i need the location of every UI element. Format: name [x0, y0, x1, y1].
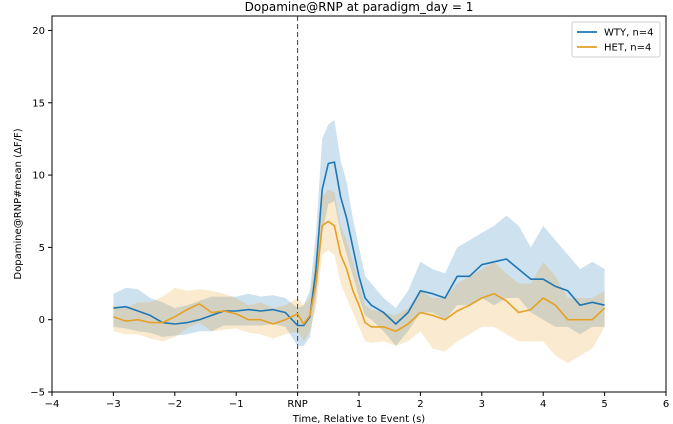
ci-band-1: [113, 189, 605, 364]
y-tick-label: 20: [32, 26, 45, 37]
y-tick-label: −5: [30, 388, 45, 399]
series-lines: [113, 161, 606, 333]
y-axis-ticks: −5 0 5 10 15 20: [30, 26, 52, 399]
legend: WTY, n=4 HET, n=4: [571, 21, 661, 58]
series-line-1: [113, 220, 606, 333]
y-tick-label: 5: [39, 243, 45, 254]
chart-title: Dopamine@RNP at paradigm_day = 1: [245, 0, 474, 14]
x-tick-label: 1: [356, 399, 362, 410]
x-axis-ticks: −4 −3 −2 −1 RNP 1 2 3 4 5 6: [45, 392, 669, 410]
x-tick-label: 5: [601, 399, 607, 410]
ci-band-0: [113, 120, 605, 346]
x-tick-label: −1: [229, 399, 244, 410]
series-line-0: [113, 161, 605, 327]
x-tick-label: −4: [45, 399, 60, 410]
x-tick-label: 3: [479, 399, 485, 410]
x-tick-label: RNP: [287, 399, 307, 410]
y-tick-label: 0: [39, 315, 45, 326]
x-tick-label: −3: [106, 399, 121, 410]
x-tick-label: 2: [417, 399, 423, 410]
legend-label-0: WTY, n=4: [604, 28, 654, 39]
legend-label-1: HET, n=4: [604, 43, 651, 54]
y-tick-label: 15: [32, 98, 45, 109]
x-tick-label: 6: [663, 399, 669, 410]
y-tick-label: 10: [32, 171, 45, 182]
confidence-bands: [113, 120, 605, 364]
x-axis-label: Time, Relative to Event (s): [292, 414, 425, 424]
legend-box: [571, 21, 661, 58]
x-tick-label: 4: [540, 399, 546, 410]
y-axis-label: Dopamine@RNP#mean (ΔF/F): [13, 128, 24, 279]
x-tick-label: −2: [167, 399, 182, 410]
